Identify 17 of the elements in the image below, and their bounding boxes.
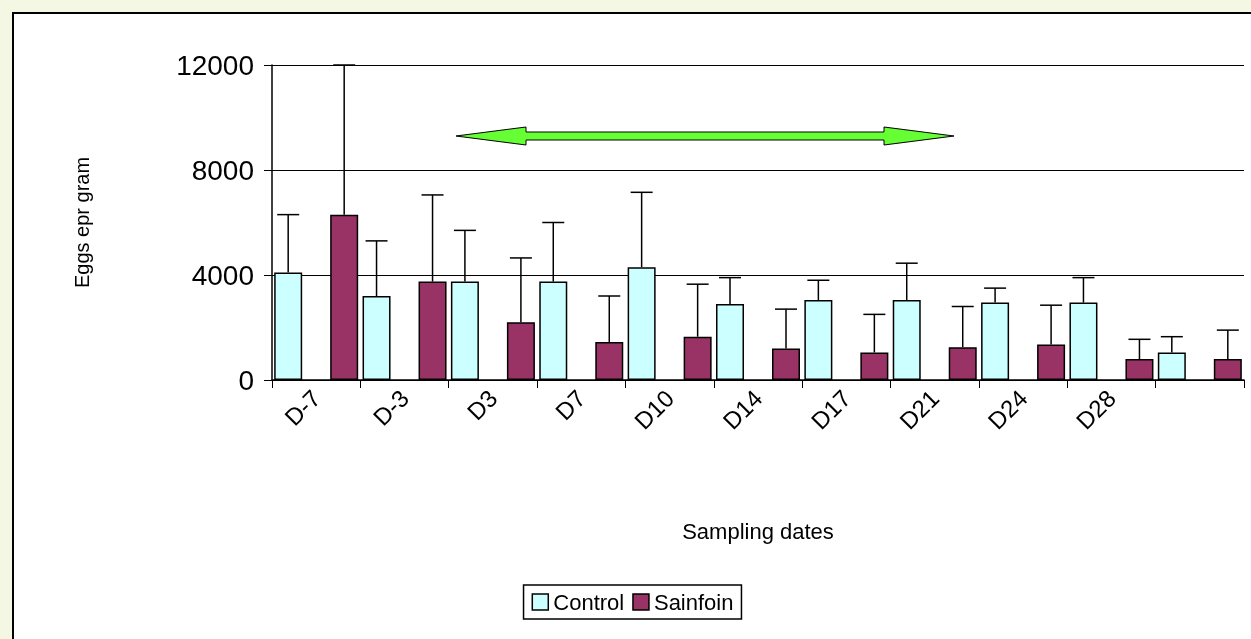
x-tick-label: D28 xyxy=(1070,384,1121,435)
x-tick-label: D7 xyxy=(550,384,591,426)
y-tick-label: 4000 xyxy=(191,259,254,291)
legend-label: Control xyxy=(553,589,625,615)
x-axis-title: Sampling dates xyxy=(682,518,834,544)
y-axis-title: Eggs epr gram xyxy=(71,156,93,289)
x-tick-label: D10 xyxy=(628,384,680,435)
x-tick-label: D14 xyxy=(717,384,768,435)
y-tick-label: 12000 xyxy=(176,49,254,81)
x-tick-label: D21 xyxy=(894,384,945,435)
y-tick-label: 8000 xyxy=(191,154,254,186)
y-tick-label: 0 xyxy=(238,364,254,396)
x-tick-label: D-3 xyxy=(367,384,415,431)
x-tick-label: D-7 xyxy=(279,384,326,431)
x-tick-label: D3 xyxy=(461,384,503,426)
legend-label: Sainfoin xyxy=(653,589,734,615)
x-tick-label: D24 xyxy=(982,384,1033,435)
